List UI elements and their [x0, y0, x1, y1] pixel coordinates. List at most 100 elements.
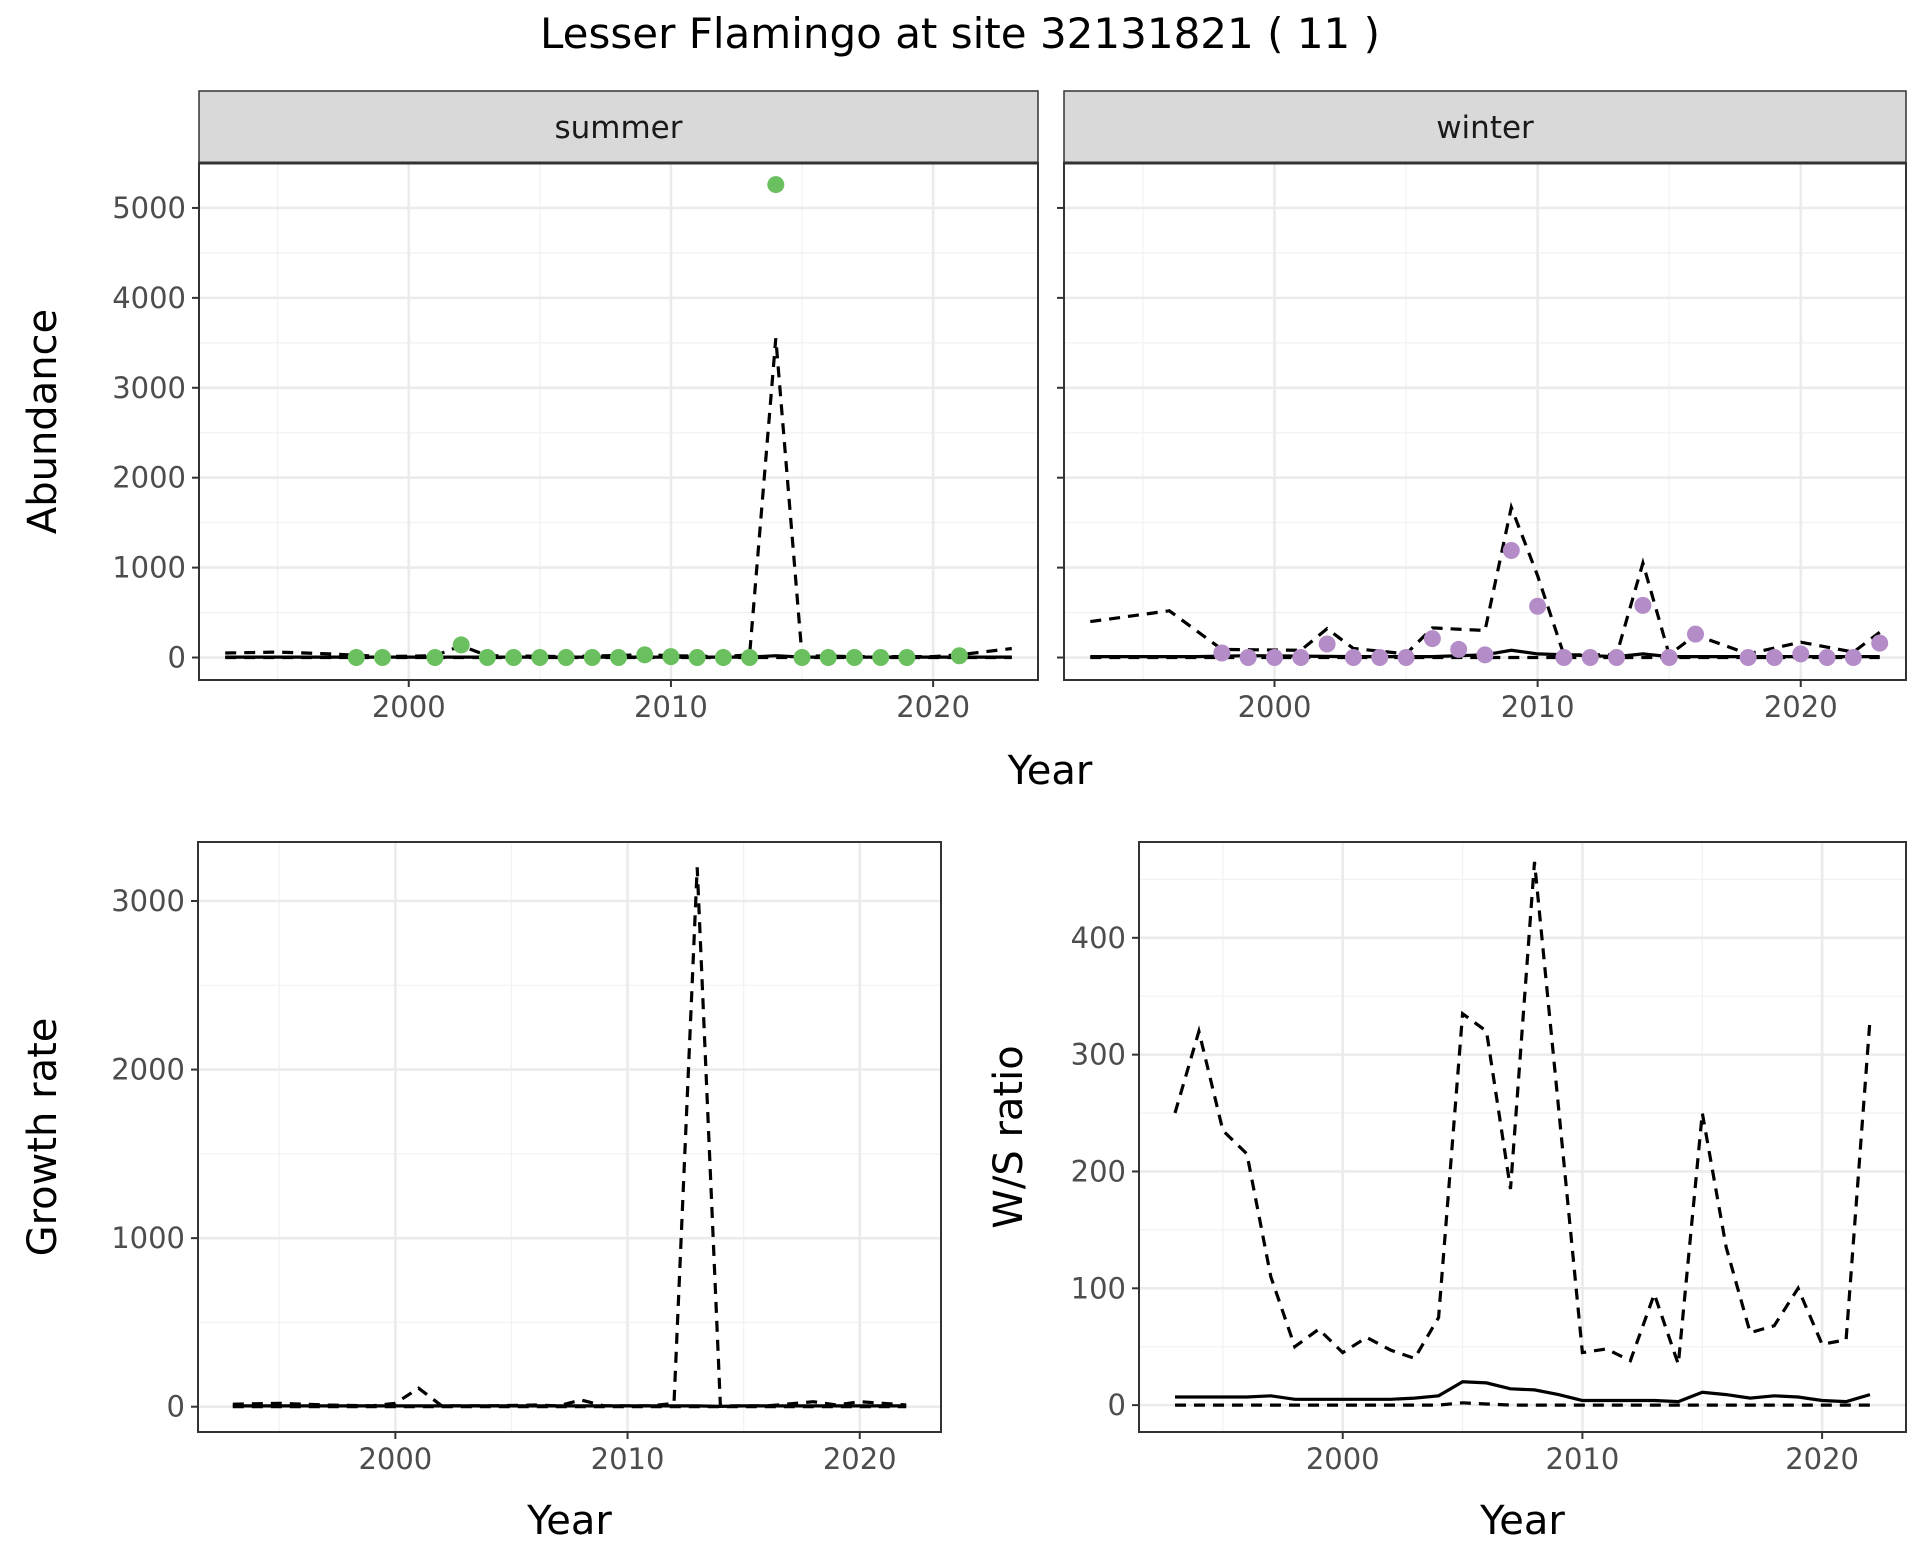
- data-point: [1371, 649, 1389, 667]
- data-point: [1397, 649, 1415, 667]
- data-point: [1871, 634, 1889, 652]
- data-point: [1844, 649, 1862, 667]
- x-tick-label: 2020: [823, 1442, 897, 1476]
- data-point: [1687, 625, 1704, 643]
- x-tick-label: 2000: [1306, 1442, 1380, 1476]
- y-tick-label: 400: [1071, 921, 1126, 955]
- data-point: [347, 649, 365, 667]
- data-point: [636, 646, 654, 664]
- data-point: [478, 649, 496, 667]
- data-point: [1765, 649, 1783, 667]
- data-point: [1423, 630, 1441, 648]
- data-point: [741, 649, 759, 667]
- data-point: [1608, 649, 1626, 667]
- data-point: [819, 649, 837, 667]
- y-tick-label: 0: [168, 641, 186, 675]
- panel-background: [1064, 163, 1906, 680]
- y-tick-label: 0: [1108, 1388, 1126, 1422]
- data-point: [1344, 649, 1362, 667]
- panel-background: [199, 163, 1038, 680]
- y-tick-label: 300: [1071, 1038, 1126, 1072]
- data-point: [1239, 649, 1257, 667]
- data-point: [1502, 542, 1520, 560]
- panel-background: [1139, 842, 1906, 1432]
- x-tick-label: 2010: [634, 690, 708, 724]
- data-point: [452, 636, 470, 654]
- series-line-dashed-1: [232, 867, 907, 1408]
- panel-background: [198, 842, 941, 1432]
- x-tick-label: 2010: [591, 1442, 665, 1476]
- panel-border: [1138, 841, 1907, 1433]
- panel-border: [197, 841, 942, 1433]
- y-tick-label: 5000: [112, 191, 186, 225]
- data-point: [767, 176, 785, 194]
- x-axis-title-top: Year: [1007, 748, 1093, 794]
- data-point: [1739, 649, 1757, 667]
- data-point: [1555, 649, 1573, 667]
- x-axis-title: Year: [526, 1498, 612, 1544]
- y-tick-label: 3000: [112, 371, 186, 405]
- y-tick-label: 2000: [112, 461, 186, 495]
- data-point: [1792, 645, 1810, 663]
- data-point: [557, 649, 575, 667]
- data-point: [1292, 649, 1310, 667]
- data-point: [1634, 596, 1652, 614]
- panel-growth: 2000 2010 2020 0 1000 2000 3000 Growth rate Year: [20, 841, 942, 1544]
- data-point: [426, 649, 444, 667]
- data-point: [505, 649, 523, 667]
- data-point: [1818, 649, 1836, 667]
- facet-strip-label: winter: [1436, 110, 1534, 146]
- y-axis-title: W/S ratio: [986, 1045, 1032, 1228]
- series-line-dashed-1: [1173, 861, 1872, 1365]
- data-point: [610, 649, 627, 667]
- y-tick-label: 1000: [112, 551, 186, 585]
- y-tick-label: 4000: [112, 281, 186, 315]
- panel-summer: summer 2000 2010 2020 0 1000 2000 3000 4000 5000 A…: [20, 90, 1039, 724]
- data-point: [793, 649, 811, 667]
- y-tick-label: 200: [1071, 1154, 1126, 1188]
- y-tick-label: 0: [167, 1390, 185, 1424]
- data-point: [1581, 649, 1599, 667]
- data-point: [1266, 649, 1283, 667]
- series-line-solid-0: [1175, 1380, 1871, 1404]
- data-point: [950, 647, 968, 665]
- y-tick-label: 1000: [111, 1221, 185, 1255]
- panel-winter: winter 2000 2010 2020: [1057, 90, 1907, 724]
- figure-title: Lesser Flamingo at site 32131821 ( 11 ): [540, 9, 1380, 58]
- data-point: [1450, 640, 1468, 658]
- x-tick-label: 2010: [1501, 690, 1575, 724]
- data-point: [688, 649, 706, 667]
- y-tick-label: 2000: [111, 1053, 185, 1087]
- series-line-dashed-1: [1090, 501, 1881, 658]
- data-point: [1529, 597, 1547, 615]
- data-point: [374, 649, 392, 667]
- y-axis-title: Abundance: [20, 309, 66, 534]
- data-point: [1660, 649, 1678, 667]
- y-tick-label: 3000: [111, 884, 185, 918]
- y-axis-title: Growth rate: [20, 1018, 66, 1257]
- data-point: [1213, 644, 1231, 662]
- x-tick-label: 2000: [358, 1442, 432, 1476]
- data-point: [583, 649, 601, 667]
- data-point: [845, 649, 863, 667]
- x-tick-label: 2010: [1546, 1442, 1620, 1476]
- x-axis-title: Year: [1479, 1498, 1565, 1544]
- data-point: [898, 649, 916, 667]
- data-point: [714, 649, 732, 667]
- data-point: [1318, 635, 1336, 653]
- data-point: [662, 648, 680, 666]
- y-tick-label: 100: [1071, 1271, 1126, 1305]
- facet-strip-label: summer: [554, 110, 682, 146]
- series-line-dashed-2: [1175, 1401, 1870, 1407]
- data-point: [531, 649, 549, 667]
- x-tick-label: 2000: [372, 690, 446, 724]
- x-tick-label: 2020: [1785, 1442, 1859, 1476]
- panel-ws: 2000 2010 2020 0 100 200 300 400 W/S ratio Year: [986, 841, 1907, 1544]
- facet-strip: [198, 90, 1039, 164]
- data-point: [1476, 646, 1494, 664]
- x-tick-label: 2020: [1764, 690, 1838, 724]
- x-tick-label: 2000: [1238, 690, 1312, 724]
- x-tick-label: 2020: [896, 690, 970, 724]
- data-point: [872, 649, 890, 667]
